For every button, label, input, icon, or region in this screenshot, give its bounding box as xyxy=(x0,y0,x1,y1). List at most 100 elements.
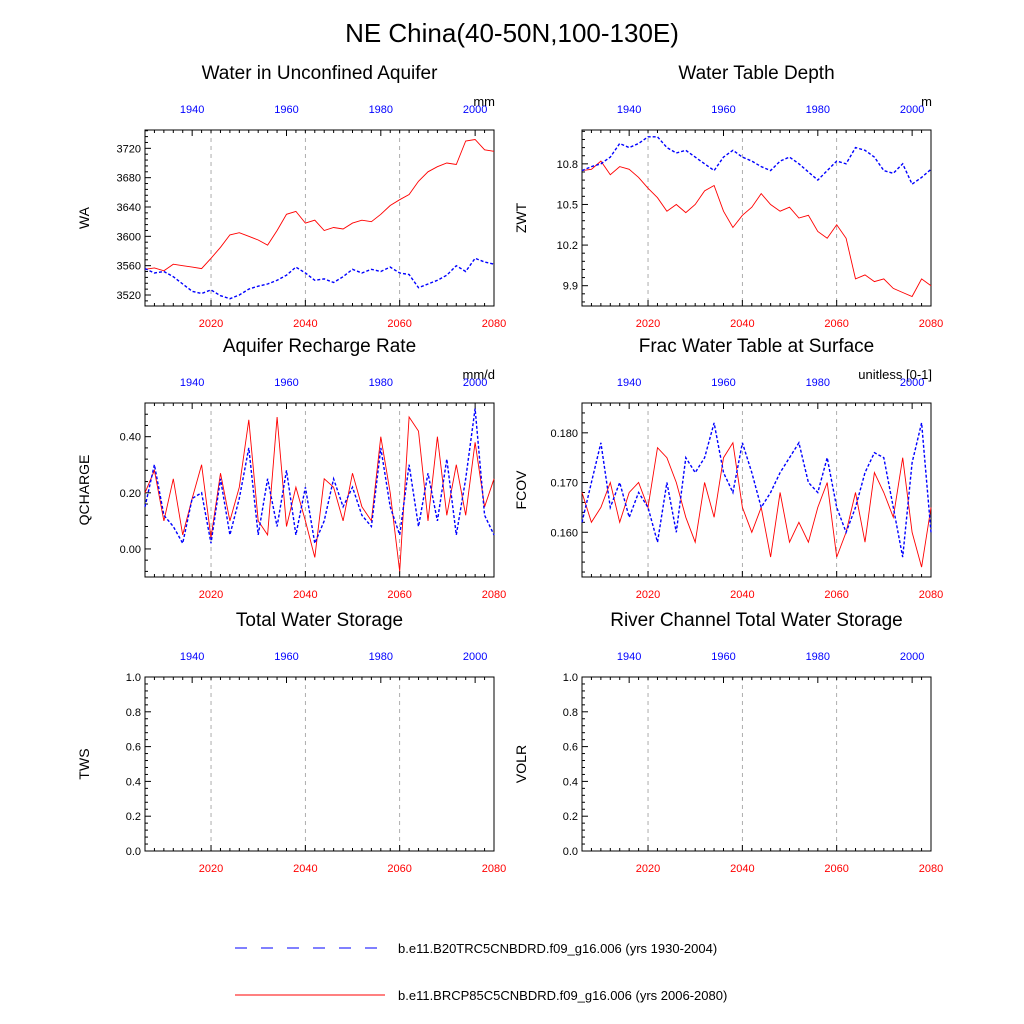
x-tick-label-top: 1940 xyxy=(617,651,641,663)
y-tick-label: 0.20 xyxy=(120,488,141,500)
x-tick-label-top: 1960 xyxy=(274,377,298,389)
plot-frame xyxy=(581,129,932,307)
x-tick-label-bottom: 2040 xyxy=(730,589,754,601)
x-tick-label-bottom: 2020 xyxy=(199,863,223,875)
units-label: mm/d xyxy=(463,367,496,382)
x-tick-label-bottom: 2080 xyxy=(919,318,943,330)
panel-qcharge: Aquifer Recharge Rate mm/d QCHARGE 0.00 0.20… xyxy=(76,336,506,601)
series-line-historical xyxy=(144,257,495,300)
legend-label-future: b.e11.BRCP85C5CNBDRD.f09_g16.006 (yrs 20… xyxy=(398,988,727,1003)
y-tick-label: 0.00 xyxy=(120,544,141,556)
x-tick-label-top: 1960 xyxy=(274,651,298,663)
x-tick-label-top: 1960 xyxy=(711,104,735,116)
y-tick-label: 0.6 xyxy=(126,742,141,754)
y-tick-label: 0.6 xyxy=(563,742,578,754)
x-tick-label-bottom: 2040 xyxy=(293,589,317,601)
plot-frame xyxy=(581,402,932,578)
x-tick-label-bottom: 2080 xyxy=(482,589,506,601)
x-tick-label-bottom: 2040 xyxy=(293,863,317,875)
y-tick-label: 1.0 xyxy=(563,672,578,684)
series-line-historical xyxy=(581,136,932,186)
panel-title: Frac Water Table at Surface xyxy=(639,336,875,357)
series-line-future xyxy=(581,160,932,298)
plot-frame xyxy=(144,676,495,852)
x-tick-label-top: 1960 xyxy=(274,104,298,116)
y-tick-label: 3600 xyxy=(117,231,141,243)
panel-volr: River Channel Total Water Storage VOLR 0.0… xyxy=(513,610,943,875)
y-tick-label: 0.2 xyxy=(126,811,141,823)
y-tick-label: 0.40 xyxy=(120,432,141,444)
x-tick-label-top: 2000 xyxy=(900,651,924,663)
x-tick-label-bottom: 2040 xyxy=(293,318,317,330)
panel-title: Water in Unconfined Aquifer xyxy=(202,63,439,84)
y-axis-label: QCHARGE xyxy=(76,455,92,526)
y-tick-label: 3640 xyxy=(117,202,141,214)
x-tick-label-top: 2000 xyxy=(463,651,487,663)
x-tick-label-top: 1980 xyxy=(806,651,830,663)
y-tick-label: 0.0 xyxy=(563,846,578,858)
y-axis-label: TWS xyxy=(76,748,92,779)
y-tick-label: 3720 xyxy=(117,143,141,155)
x-tick-label-top: 1980 xyxy=(369,377,393,389)
plot-frame xyxy=(144,129,495,307)
x-tick-label-bottom: 2060 xyxy=(387,318,411,330)
x-tick-label-bottom: 2060 xyxy=(824,318,848,330)
x-tick-label-bottom: 2020 xyxy=(636,318,660,330)
x-tick-label-top: 1960 xyxy=(711,377,735,389)
x-tick-label-bottom: 2060 xyxy=(824,863,848,875)
x-tick-label-bottom: 2060 xyxy=(387,589,411,601)
series-line-future xyxy=(144,139,495,272)
y-tick-label: 0.0 xyxy=(126,846,141,858)
x-tick-label-bottom: 2080 xyxy=(919,863,943,875)
series-line-future xyxy=(581,441,932,568)
y-tick-label: 10.2 xyxy=(557,240,578,252)
y-tick-label: 3560 xyxy=(117,261,141,273)
series-line-historical xyxy=(581,422,932,558)
y-tick-label: 0.170 xyxy=(550,478,578,490)
panel-tws: Total Water Storage TWS 0.0 0.2 0.4 0.6 0.8 1.0… xyxy=(76,610,506,875)
series-line-historical xyxy=(144,408,495,546)
y-tick-label: 0.4 xyxy=(563,776,578,788)
y-tick-label: 0.8 xyxy=(126,707,141,719)
x-tick-label-bottom: 2060 xyxy=(387,863,411,875)
panel-title: Water Table Depth xyxy=(678,63,834,84)
x-tick-label-top: 2000 xyxy=(463,104,487,116)
y-axis-label: VOLR xyxy=(513,745,529,783)
x-tick-label-bottom: 2020 xyxy=(636,863,660,875)
y-tick-label: 3680 xyxy=(117,173,141,185)
legend: b.e11.B20TRC5CNBDRD.f09_g16.006 (yrs 193… xyxy=(235,941,727,1003)
x-tick-label-bottom: 2080 xyxy=(482,863,506,875)
x-tick-label-top: 1960 xyxy=(711,651,735,663)
x-tick-label-top: 1980 xyxy=(806,104,830,116)
y-axis-label: ZWT xyxy=(513,202,529,233)
y-tick-label: 3520 xyxy=(117,290,141,302)
x-tick-label-bottom: 2020 xyxy=(199,589,223,601)
x-tick-label-top: 1980 xyxy=(806,377,830,389)
x-tick-label-bottom: 2020 xyxy=(199,318,223,330)
y-tick-label: 0.8 xyxy=(563,707,578,719)
plot-frame xyxy=(144,402,495,578)
x-tick-label-bottom: 2060 xyxy=(824,589,848,601)
y-tick-label: 10.5 xyxy=(557,199,578,211)
panel-title: Total Water Storage xyxy=(236,610,403,631)
x-tick-label-bottom: 2080 xyxy=(482,318,506,330)
panel-title: Aquifer Recharge Rate xyxy=(223,336,416,357)
panel-fcov: Frac Water Table at Surface unitless [0-1… xyxy=(513,336,943,601)
panel-title: River Channel Total Water Storage xyxy=(610,610,903,631)
x-tick-label-bottom: 2080 xyxy=(919,589,943,601)
y-tick-label: 10.8 xyxy=(557,159,578,171)
y-tick-label: 9.9 xyxy=(563,281,578,293)
panel-wa: Water in Unconfined Aquifer mm WA 3520 3560 3… xyxy=(76,63,506,330)
y-axis-label: FCOV xyxy=(513,470,529,510)
x-tick-label-top: 1940 xyxy=(617,377,641,389)
x-tick-label-top: 1940 xyxy=(617,104,641,116)
x-tick-label-bottom: 2020 xyxy=(636,589,660,601)
panels: Water in Unconfined Aquifer mm WA 3520 3560 3… xyxy=(76,63,943,875)
units-label: mm xyxy=(473,94,495,109)
y-tick-label: 0.2 xyxy=(563,811,578,823)
y-tick-label: 0.160 xyxy=(550,527,578,539)
units-label: m xyxy=(921,94,932,109)
plot-frame xyxy=(581,676,932,852)
x-tick-label-top: 1940 xyxy=(180,651,204,663)
